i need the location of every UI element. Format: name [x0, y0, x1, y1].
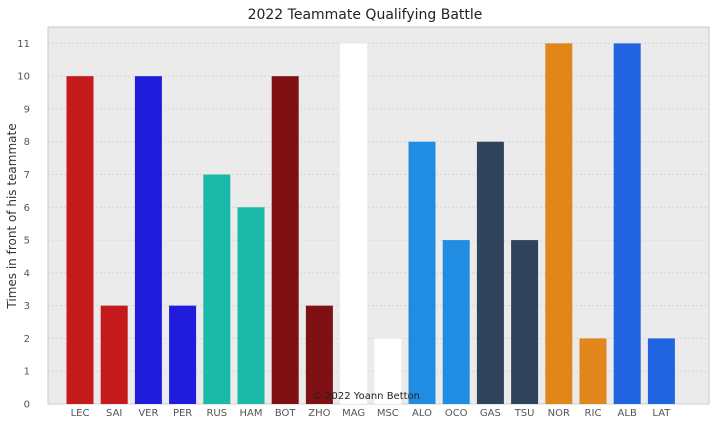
bar-msc	[374, 338, 402, 404]
x-tick-label: SAI	[106, 408, 122, 419]
x-tick-label: ALB	[618, 408, 637, 419]
bar-gas	[476, 141, 504, 404]
x-tick-label: MAG	[342, 408, 365, 419]
bar-bot	[271, 76, 299, 404]
bar-mag	[340, 43, 368, 405]
bar-ham	[237, 207, 265, 404]
bar-tsu	[511, 240, 539, 404]
x-tick-label: HAM	[240, 408, 263, 419]
x-tick-label: PER	[173, 408, 192, 419]
x-tick-label: ZHO	[308, 408, 330, 419]
bar-per	[169, 305, 197, 404]
y-tick-label: 8	[24, 137, 30, 148]
x-tick-labels: LEC SAI VER PER RUS HAM BOT ZHO MAG MSC ALO OCO GAS T…	[71, 408, 672, 419]
bar-zho	[305, 305, 333, 404]
x-tick-label: ALO	[412, 408, 432, 419]
bar-nor	[545, 43, 573, 405]
x-tick-label: LAT	[652, 408, 671, 419]
x-tick-label: NOR	[548, 408, 570, 419]
bar-oco	[442, 240, 470, 404]
y-tick-label: 0	[24, 400, 30, 411]
bar-ric	[579, 338, 607, 404]
bars	[66, 43, 675, 405]
y-tick-label: 10	[17, 72, 30, 83]
y-tick-label: 6	[24, 203, 30, 214]
x-tick-label: VER	[138, 408, 158, 419]
bar-alo	[408, 141, 436, 404]
bar-alb	[613, 43, 641, 405]
x-tick-label: GAS	[480, 408, 501, 419]
bar-lec	[66, 76, 94, 404]
x-tick-label: RUS	[206, 408, 227, 419]
y-tick-labels: 0 1 2 3 4 5 6 7 8 9 10 11	[17, 39, 30, 411]
y-tick-label: 4	[24, 268, 30, 279]
y-tick-label: 3	[24, 301, 30, 312]
bar-lat	[647, 338, 675, 404]
x-tick-label: LEC	[71, 408, 90, 419]
y-tick-label: 5	[24, 236, 30, 247]
chart-title: 2022 Teammate Qualifying Battle	[248, 7, 483, 23]
y-tick-label: 1	[24, 367, 30, 378]
copyright-annotation: © 2022 Yoann Betton	[312, 391, 420, 402]
x-tick-label: RIC	[585, 408, 602, 419]
y-tick-label: 7	[24, 170, 30, 181]
y-tick-label: 9	[24, 104, 30, 115]
y-tick-label: 2	[24, 334, 30, 345]
x-tick-label: BOT	[275, 408, 297, 419]
x-tick-label: OCO	[445, 408, 468, 419]
bar-ver	[134, 76, 162, 404]
x-tick-label: TSU	[514, 408, 535, 419]
y-tick-label: 11	[17, 39, 30, 50]
y-axis-label: Times in front of his teammate	[5, 123, 19, 309]
x-tick-label: MSC	[377, 408, 399, 419]
bar-sai	[100, 305, 128, 404]
bar-rus	[203, 174, 231, 404]
